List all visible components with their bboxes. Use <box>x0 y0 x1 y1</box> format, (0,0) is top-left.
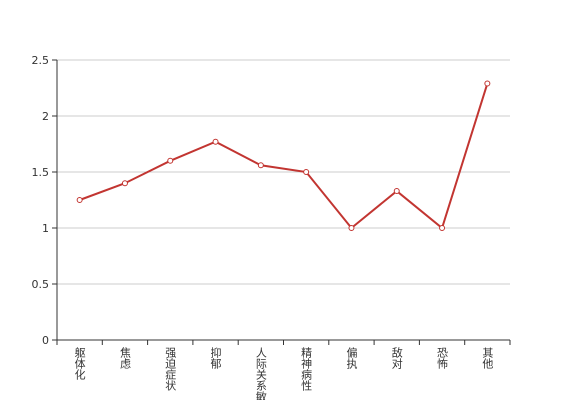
y-tick-label: 2 <box>42 110 49 123</box>
x-tick-label: 偏执 <box>345 346 358 370</box>
point <box>348 225 355 231</box>
point <box>484 80 491 87</box>
x-tick-label: 躯体化 <box>73 347 86 381</box>
x-tick-label: 抑郁 <box>209 346 222 369</box>
point <box>439 225 446 231</box>
x-tick-label: 强迫症状 <box>164 347 177 391</box>
y-tick-label: 0 <box>42 334 49 347</box>
x-tick-label: 人际关系敏感 <box>254 347 267 400</box>
y-tick-label: 2.5 <box>32 54 50 67</box>
point <box>303 169 310 175</box>
point <box>393 188 400 195</box>
y-tick-label: 1.5 <box>32 166 50 179</box>
y-tick-label: 1 <box>42 222 49 235</box>
y-tick-label: 0.5 <box>32 278 50 291</box>
point <box>257 162 264 169</box>
x-tick-label: 敌对 <box>390 346 403 369</box>
line <box>79 83 489 230</box>
point <box>121 180 128 187</box>
point <box>167 157 174 164</box>
point <box>212 138 219 145</box>
x-tick-label: 焦虑 <box>118 347 131 369</box>
point <box>76 197 83 203</box>
x-tick-label: 其他 <box>481 347 494 369</box>
x-tick-label: 恐怖 <box>436 347 449 369</box>
x-tick-label: 精神病性 <box>300 347 313 392</box>
